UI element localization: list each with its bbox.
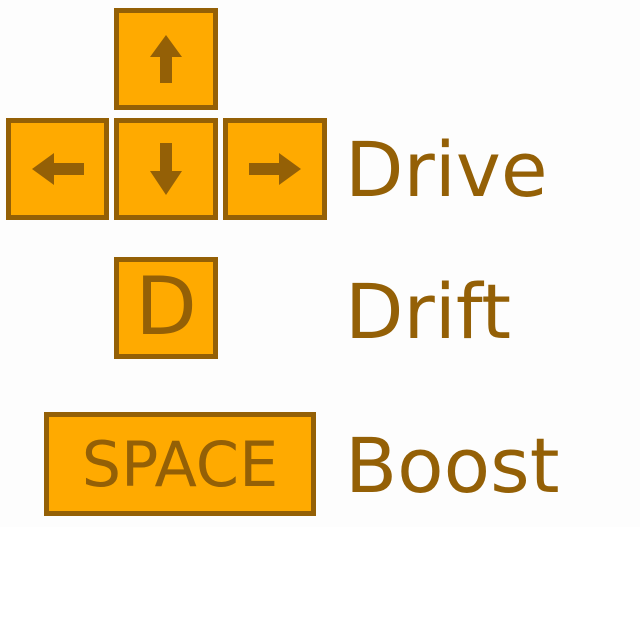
arrow-down-icon	[150, 143, 182, 195]
key-arrow-right	[223, 118, 327, 220]
drift-label: Drift	[345, 267, 512, 356]
key-space: SPACE	[44, 412, 316, 516]
key-d: D	[114, 257, 218, 359]
key-arrow-left	[6, 118, 109, 220]
drive-label: Drive	[345, 125, 548, 214]
key-arrow-up	[114, 8, 218, 110]
arrow-right-icon	[249, 153, 301, 185]
arrow-up-icon	[150, 35, 182, 83]
boost-label: Boost	[345, 421, 560, 510]
arrow-left-icon	[31, 153, 84, 185]
key-space-label: SPACE	[81, 428, 279, 501]
key-d-letter: D	[135, 260, 197, 353]
key-arrow-down	[114, 118, 218, 220]
